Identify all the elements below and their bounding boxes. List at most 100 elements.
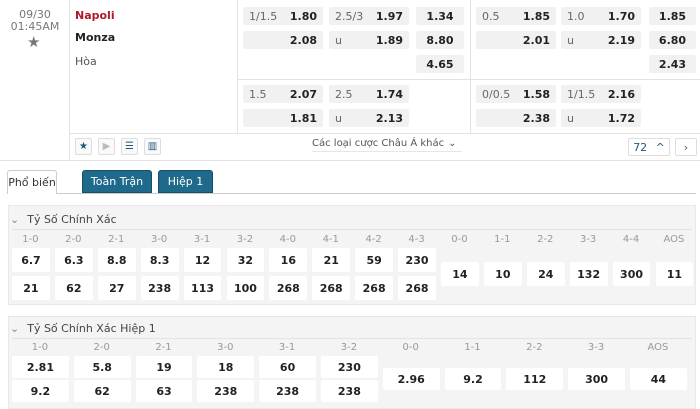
more-count-button[interactable]: 72 ^ — [628, 138, 670, 156]
score-odd-away[interactable]: 62 — [73, 380, 131, 402]
score-odd-away[interactable]: 63 — [135, 380, 193, 402]
line: 0/0.5 — [482, 87, 511, 101]
score-odd-away[interactable]: 238 — [140, 276, 179, 300]
ft-ou-over[interactable]: 2.5/3 1.97 — [329, 7, 409, 25]
h1-1x2-away[interactable]: 6.80 — [649, 31, 696, 49]
ft2-hdp-home[interactable]: 1.5 2.07 — [243, 85, 323, 103]
ft-hdp-home[interactable]: 1/1.5 1.80 — [243, 7, 323, 25]
score-odd-away[interactable]: 268 — [398, 276, 436, 300]
score-label: 3-1 — [278, 342, 296, 353]
stats-chart-icon[interactable]: ▥ — [144, 138, 161, 155]
score-label: 2-1 — [155, 342, 172, 353]
odd: 2.13 — [375, 111, 403, 125]
h1-1x2-draw[interactable]: 2.43 — [649, 55, 696, 73]
ft-1x2-draw[interactable]: 4.65 — [416, 55, 464, 73]
h1-ou-over[interactable]: 1.0 1.70 — [561, 7, 641, 25]
chevron-right-icon[interactable]: › — [675, 138, 697, 156]
score-label: 2-0 — [65, 234, 82, 245]
score-odd-home[interactable]: 16 — [269, 248, 308, 272]
draw-score-odd[interactable]: 2.96 — [382, 368, 440, 390]
draw-score-odd[interactable]: 44 — [630, 368, 687, 390]
ft-1x2-away[interactable]: 8.80 — [416, 31, 464, 49]
h12-hdp-away[interactable]: 2.38 — [476, 109, 556, 127]
score-odd-home[interactable]: 2.81 — [12, 356, 69, 378]
score-odd-home[interactable]: 21 — [312, 248, 351, 272]
h12-ou-over[interactable]: 1/1.5 2.16 — [561, 85, 641, 103]
score-odd-home[interactable]: 60 — [259, 356, 316, 378]
draw-score-label: 1-1 — [494, 234, 511, 245]
score-odd-away[interactable]: 268 — [355, 276, 394, 300]
score-odd-away[interactable]: 268 — [269, 276, 308, 300]
score-odd-home[interactable]: 18 — [197, 356, 255, 378]
draw-score-odd[interactable]: 112 — [506, 368, 564, 390]
h1-1x2-home[interactable]: 1.85 — [649, 7, 696, 25]
ft2-ou-under[interactable]: u 2.13 — [329, 109, 409, 127]
score-odd-home[interactable]: 5.8 — [73, 356, 131, 378]
score-odd-home[interactable]: 19 — [135, 356, 193, 378]
draw-score-odd[interactable]: 132 — [569, 262, 608, 286]
play-icon[interactable]: ▶ — [98, 138, 115, 155]
draw-score-odd[interactable]: 300 — [612, 262, 651, 286]
score-odd-away[interactable]: 9.2 — [12, 380, 69, 402]
favorite-star-icon[interactable]: ★ — [27, 33, 41, 51]
odd: 2.43 — [658, 57, 687, 71]
score-odd-away[interactable]: 113 — [183, 276, 222, 300]
score-odd-home[interactable]: 12 — [183, 248, 222, 272]
ft-ou-under[interactable]: u 1.89 — [329, 31, 409, 49]
favorite-star-icon[interactable]: ★ — [75, 138, 92, 155]
score-label: 4-0 — [279, 234, 296, 245]
draw-score-odd[interactable]: 9.2 — [444, 368, 502, 390]
score-odd-away[interactable]: 100 — [226, 276, 265, 300]
score-odd-home[interactable]: 8.3 — [140, 248, 179, 272]
more-asian-bets-dropdown[interactable]: Các loại cược Châu Á khác ⌄ — [312, 136, 462, 152]
draw-score-odd[interactable]: 14 — [441, 262, 479, 286]
home-team[interactable]: Napoli — [75, 9, 115, 22]
line: u — [335, 33, 342, 47]
tab-full-match[interactable]: Toàn Trận — [82, 170, 152, 193]
h12-hdp-home[interactable]: 0/0.5 1.58 — [476, 85, 556, 103]
h1-hdp-away[interactable]: 2.01 — [476, 31, 556, 49]
ft2-hdp-away[interactable]: 1.81 — [243, 109, 323, 127]
score-odd-home[interactable]: 59 — [355, 248, 394, 272]
draw-score-odd[interactable]: 10 — [483, 262, 522, 286]
correct-score-header[interactable]: ⌄ Tỷ Số Chính Xác — [10, 213, 117, 226]
draw-score-label: 4-4 — [622, 234, 640, 245]
odd: 8.80 — [426, 33, 454, 47]
ft2-ou-over[interactable]: 2.5 1.74 — [329, 85, 409, 103]
odd: 1.58 — [522, 87, 550, 101]
score-odd-away[interactable]: 27 — [97, 276, 136, 300]
chevron-down-icon: ⌄ — [10, 322, 20, 335]
score-label: 3-0 — [217, 342, 234, 353]
score-odd-home[interactable]: 230 — [321, 356, 378, 378]
draw-score-label: 2-2 — [526, 342, 543, 353]
score-odd-home[interactable]: 6.3 — [54, 248, 93, 272]
ft-hdp-away[interactable]: 2.08 — [243, 31, 323, 49]
h1-hdp-home[interactable]: 0.5 1.85 — [476, 7, 556, 25]
score-odd-away[interactable]: 238 — [321, 380, 378, 402]
draw-score-odd[interactable]: 300 — [568, 368, 625, 390]
score-odd-home[interactable]: 8.8 — [97, 248, 136, 272]
score-odd-away[interactable]: 238 — [259, 380, 316, 402]
score-odd-away[interactable]: 268 — [312, 276, 351, 300]
score-odd-home[interactable]: 32 — [226, 248, 265, 272]
score-odd-away[interactable]: 21 — [12, 276, 50, 300]
score-odd-home[interactable]: 6.7 — [12, 248, 50, 272]
tab-popular[interactable]: Phổ biến — [7, 170, 57, 194]
first-half-correct-score-header[interactable]: ⌄ Tỷ Số Chính Xác Hiệp 1 — [10, 322, 156, 335]
chevron-down-icon: ⌄ — [10, 213, 20, 226]
line: 1/1.5 — [249, 9, 278, 23]
h12-ou-under[interactable]: u 1.72 — [561, 109, 641, 127]
score-odd-away[interactable]: 238 — [197, 380, 255, 402]
draw-score-odd[interactable]: 24 — [526, 262, 565, 286]
line: 2.5/3 — [335, 9, 364, 23]
score-odd-away[interactable]: 62 — [54, 276, 93, 300]
tab-first-half[interactable]: Hiệp 1 — [158, 170, 213, 193]
draw-score-odd[interactable]: 11 — [655, 262, 694, 286]
list-icon[interactable]: ☰ — [121, 138, 138, 155]
score-odd-home[interactable]: 230 — [398, 248, 436, 272]
h1-ou-under[interactable]: u 2.19 — [561, 31, 641, 49]
odd: 1.70 — [607, 9, 635, 23]
away-team[interactable]: Monza — [75, 31, 116, 44]
ft-1x2-home[interactable]: 1.34 — [416, 7, 464, 25]
odd: 2.08 — [289, 33, 317, 47]
